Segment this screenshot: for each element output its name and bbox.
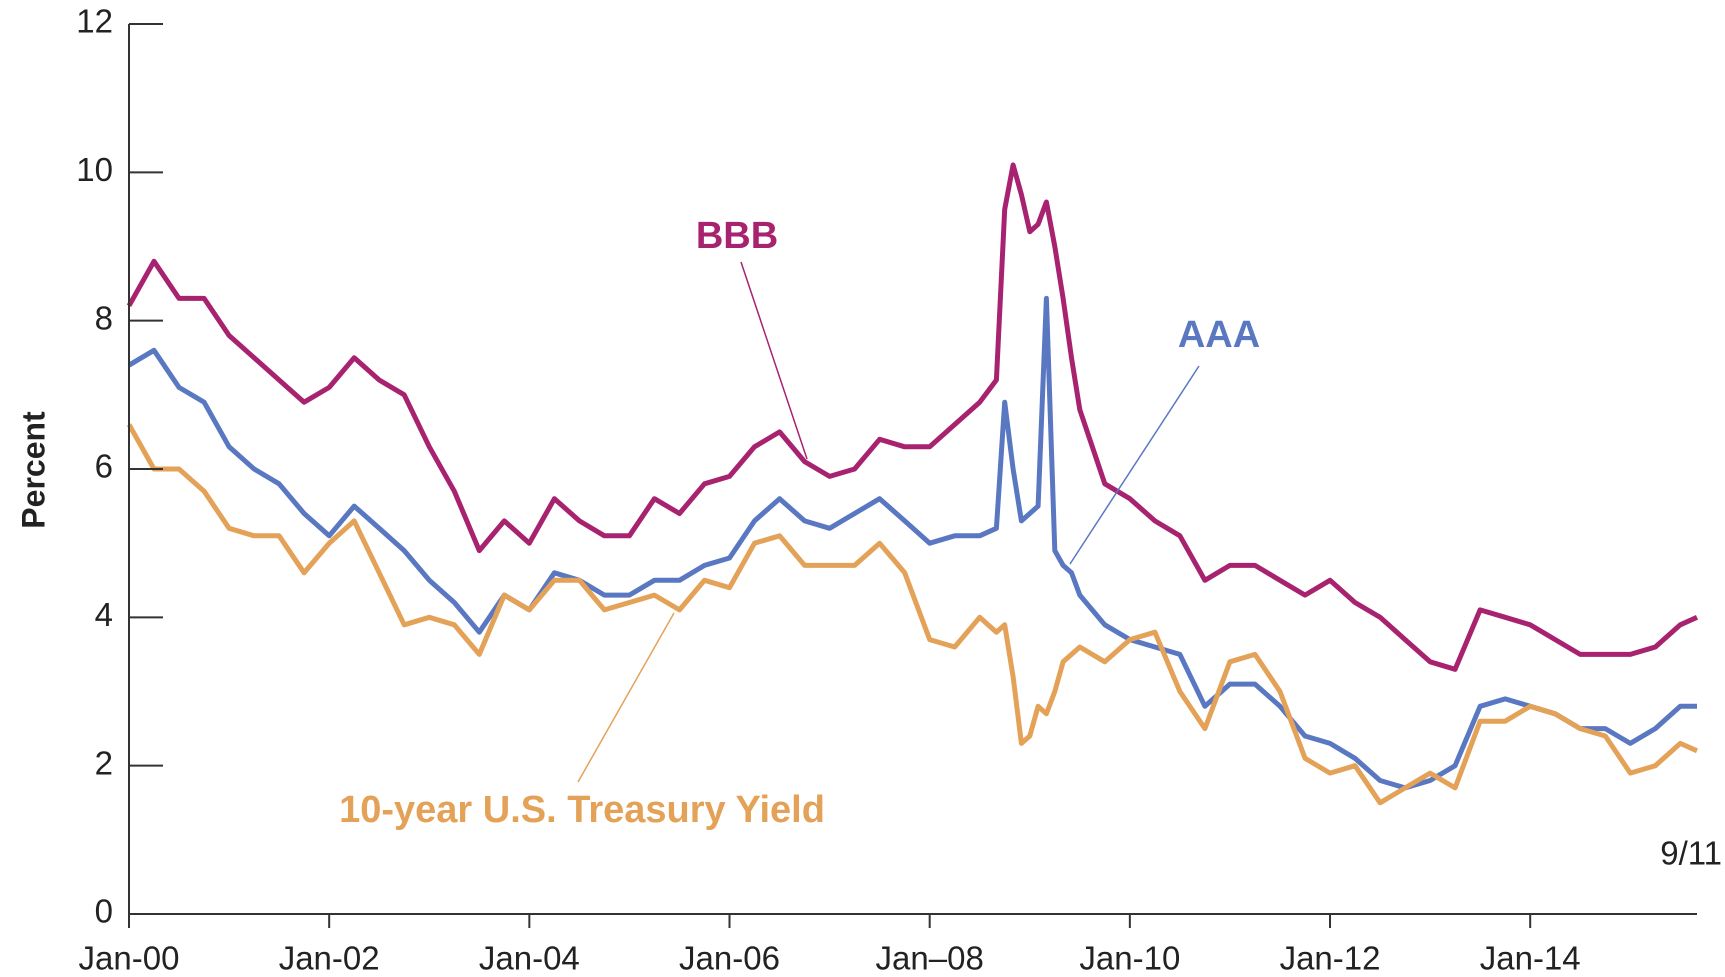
end-label: 9/11 xyxy=(1660,835,1722,872)
series-line xyxy=(126,423,1699,806)
y-tick-label: 6 xyxy=(95,448,113,485)
series-line xyxy=(126,162,1699,672)
leader-line xyxy=(577,612,675,783)
x-tick-label: Jan-10 xyxy=(1079,940,1180,977)
x-tick-label: Jan-12 xyxy=(1280,940,1381,977)
x-tick-label: Jan-04 xyxy=(479,940,580,977)
series-label: BBB xyxy=(696,215,778,257)
y-tick-label: 4 xyxy=(95,596,113,633)
x-tick-label: Jan–08 xyxy=(876,940,984,977)
x-tick-label: Jan-00 xyxy=(79,940,180,977)
y-tick-label: 0 xyxy=(95,893,113,930)
y-tick-label: 2 xyxy=(95,744,113,781)
y-tick-label: 10 xyxy=(76,151,113,188)
x-tick-label: Jan-02 xyxy=(279,940,380,977)
x-tick-label: Jan-06 xyxy=(679,940,780,977)
leader-line xyxy=(740,261,808,460)
x-tick-label: Jan-14 xyxy=(1480,940,1581,977)
series-label: 10-year U.S. Treasury Yield xyxy=(339,789,825,831)
series-label: AAA xyxy=(1178,314,1260,356)
y-tick-label: 12 xyxy=(76,3,113,40)
y-axis-label: Percent xyxy=(15,411,51,529)
y-tick-label: 8 xyxy=(95,299,113,336)
leader-line xyxy=(1069,365,1200,565)
